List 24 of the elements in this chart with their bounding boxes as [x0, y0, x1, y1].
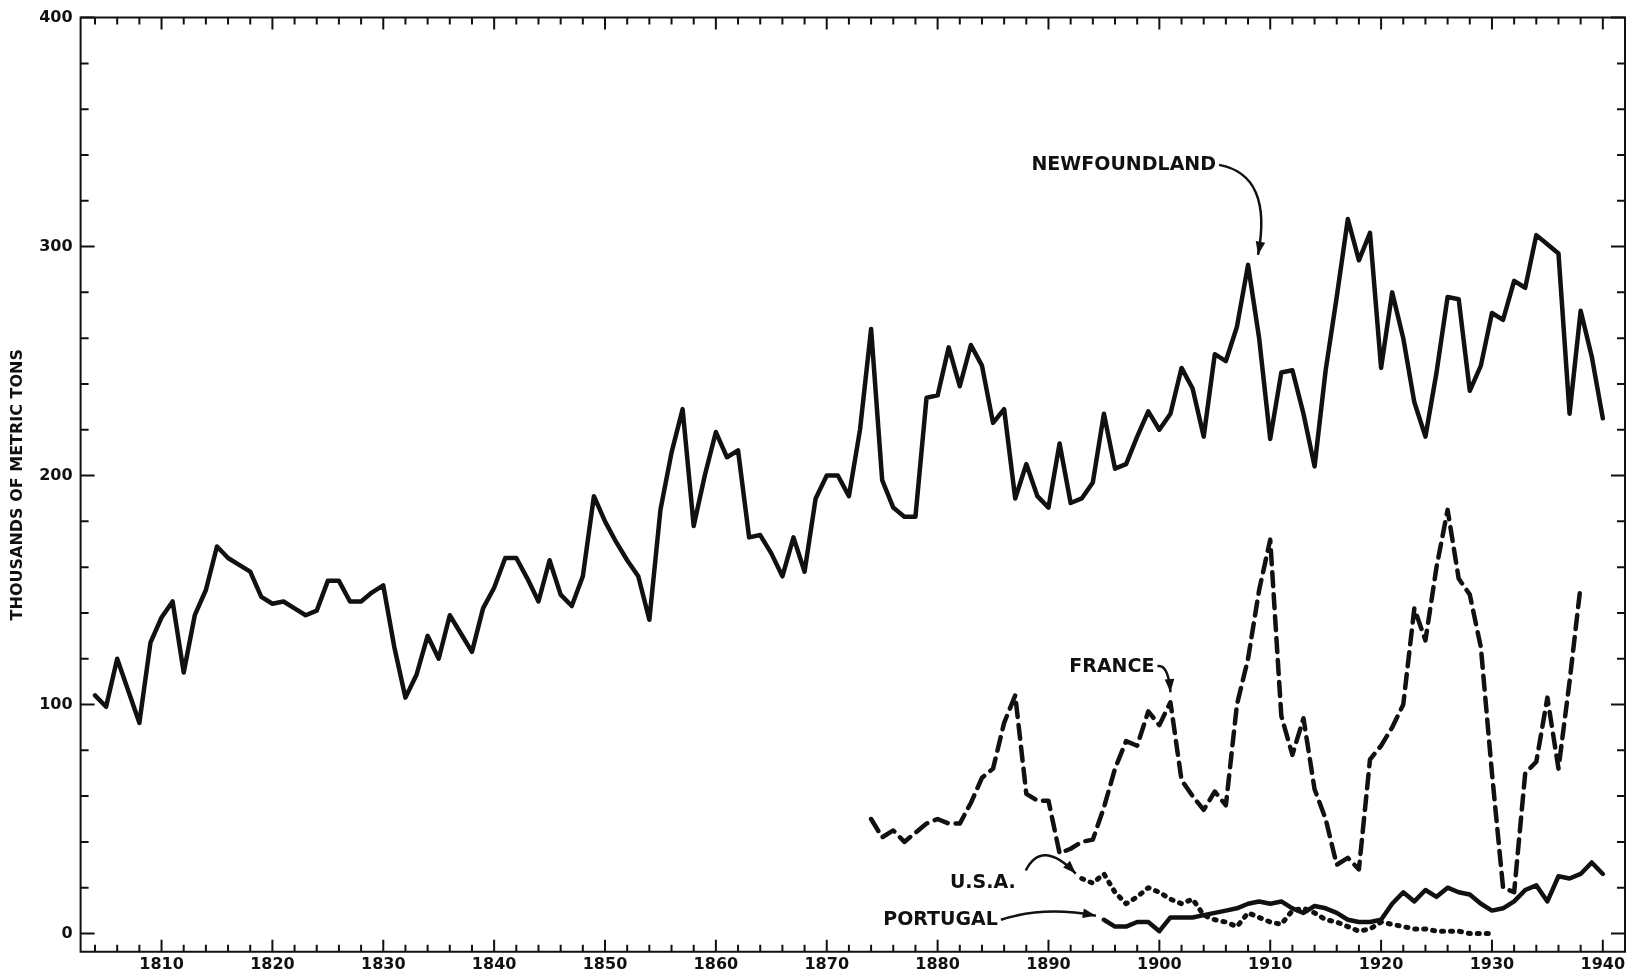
x-tick-label: 1840 [471, 953, 517, 973]
x-tick-label: 1820 [250, 953, 295, 973]
series-label: FRANCE [1069, 653, 1155, 676]
x-tick-label: 1900 [1137, 953, 1182, 973]
text: U.S.A. [949, 870, 1016, 893]
y-tick-label: 200 [39, 464, 73, 484]
x-tick-label: 1880 [915, 953, 960, 973]
y-tick-label: 100 [39, 693, 73, 713]
x-tick-label: 1870 [804, 953, 850, 973]
x-tick-label: 1940 [1580, 953, 1626, 973]
y-tick-label: 400 [39, 6, 73, 26]
x-tick-label: 1930 [1469, 953, 1515, 973]
y-axis-title: THOUSANDS OF METRIC TONS [6, 348, 26, 621]
text: NEWFOUNDLAND [1031, 152, 1217, 175]
x-tick-label: 1890 [1026, 953, 1071, 973]
x-tick-label: 1920 [1358, 953, 1404, 973]
x-tick-label: 1830 [361, 953, 406, 973]
x-tick-label: 1850 [582, 953, 628, 973]
y-tick-label: 0 [61, 922, 73, 942]
x-tick-label: 1910 [1247, 953, 1293, 973]
y-tick-label: 300 [39, 235, 73, 255]
text: PORTUGAL [883, 907, 998, 930]
x-tick-label: 1860 [693, 953, 739, 973]
x-tick-label: 1810 [139, 953, 184, 973]
